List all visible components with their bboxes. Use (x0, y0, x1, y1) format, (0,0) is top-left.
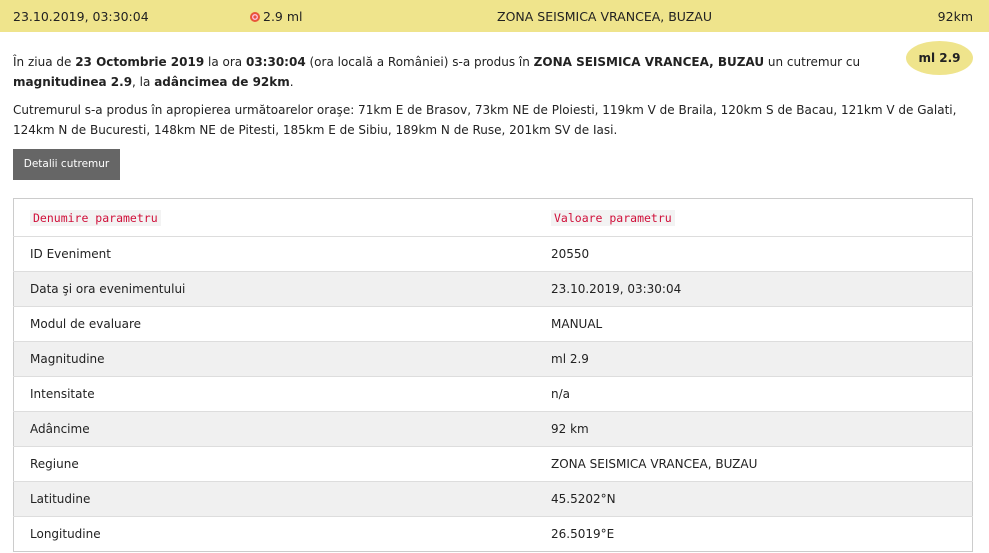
param-value: ml 2.9 (535, 341, 973, 377)
param-value: ZONA SEISMICA VRANCEA, BUZAU (535, 446, 973, 482)
event-region: ZONA SEISMICA VRANCEA, BUZAU (497, 9, 712, 24)
param-value: 23.10.2019, 03:30:04 (535, 271, 973, 307)
table-row: Latitudine 45.5202°N (13, 481, 973, 517)
table-row: Longitudine 26.5019°E (13, 516, 973, 552)
text: , la (132, 75, 155, 89)
param-value: n/a (535, 376, 973, 412)
param-name: Adâncime (13, 411, 535, 447)
seismic-target-icon (250, 12, 260, 22)
param-name: ID Eveniment (13, 236, 535, 272)
table-row: Adâncime 92 km (13, 411, 973, 447)
param-name: Latitudine (13, 481, 535, 517)
param-value: MANUAL (535, 306, 973, 342)
event-datetime: 23.10.2019, 03:30:04 (13, 9, 149, 24)
table-header: Denumire parametru Valoare parametru (14, 199, 973, 237)
magnitude-badge: ml 2.9 (906, 41, 973, 75)
event-header-bar: 23.10.2019, 03:30:04 2.9 ml ZONA SEISMIC… (0, 0, 989, 32)
nearby-cities: Cutremurul s-a produs în apropierea urmă… (13, 103, 957, 137)
text: În ziua de (13, 55, 76, 69)
param-name: Longitudine (13, 516, 535, 552)
text: un cutremur cu (764, 55, 861, 69)
param-value: 92 km (535, 411, 973, 447)
header-value: Valoare parametru (535, 199, 973, 237)
table-row: Modul de evaluare MANUAL (13, 306, 973, 342)
param-value: 20550 (535, 236, 973, 272)
parameters-table: Denumire parametru Valoare parametru ID E… (13, 198, 973, 552)
event-summary: În ziua de 23 Octombrie 2019 la ora 03:3… (13, 52, 893, 92)
date: 23 Octombrie 2019 (75, 55, 205, 69)
table-row: ID Eveniment 20550 (13, 236, 973, 272)
text: . (289, 75, 294, 89)
header-name: Denumire parametru (14, 199, 536, 237)
param-name: Intensitate (13, 376, 535, 412)
table-row: Magnitudine ml 2.9 (13, 341, 973, 377)
param-value: 45.5202°N (535, 481, 973, 517)
event-depth: 92km (937, 9, 973, 24)
table-row: Intensitate n/a (13, 376, 973, 412)
param-value: 26.5019°E (535, 516, 973, 552)
details-button[interactable]: Detalii cutremur (13, 149, 120, 180)
param-name: Regiune (13, 446, 535, 482)
table-row: Regiune ZONA SEISMICA VRANCEA, BUZAU (13, 446, 973, 482)
header-value-label: Valoare parametru (551, 209, 675, 226)
magnitude: magnitudinea 2.9 (13, 75, 133, 89)
text: la ora (204, 55, 246, 69)
region: ZONA SEISMICA VRANCEA, BUZAU (533, 55, 765, 69)
depth: adâncimea de 92km (154, 75, 290, 89)
table-row: Data şi ora evenimentului 23.10.2019, 03:… (13, 271, 973, 307)
header-name-label: Denumire parametru (30, 209, 161, 226)
text: (ora locală a României) s-a produs în (305, 55, 534, 69)
param-name: Data şi ora evenimentului (13, 271, 535, 307)
param-name: Modul de evaluare (13, 306, 535, 342)
param-name: Magnitudine (13, 341, 535, 377)
event-magnitude: 2.9 ml (250, 9, 303, 24)
time: 03:30:04 (245, 55, 306, 69)
